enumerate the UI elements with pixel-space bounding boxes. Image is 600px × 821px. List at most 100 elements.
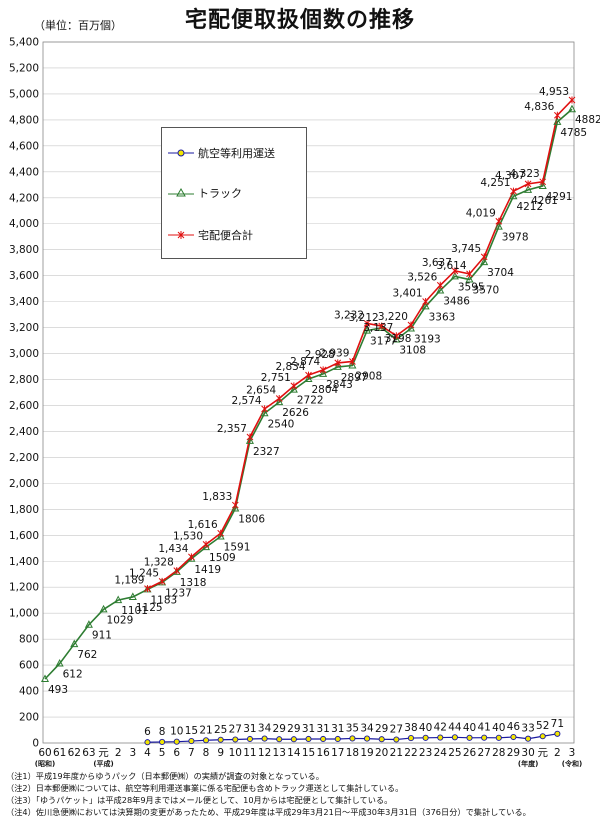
data-label-air: 38: [404, 722, 417, 734]
y-tick-label: 1,600: [9, 530, 39, 542]
data-label-air: 71: [551, 718, 564, 730]
data-label-total: 3,745: [451, 243, 481, 255]
data-label-truck: 1029: [107, 614, 134, 626]
data-label-total: 2,939: [319, 347, 349, 359]
data-label-total: 4,836: [524, 101, 554, 113]
data-point-truck: [333, 362, 342, 370]
x-tick-label: 2: [554, 747, 561, 759]
data-label-truck: 762: [77, 649, 97, 661]
data-point-truck: [553, 117, 562, 125]
x-tick-label: 61: [53, 747, 66, 759]
data-label-air: 25: [214, 724, 227, 736]
data-label-truck: 493: [48, 684, 68, 696]
y-tick-label: 1,200: [9, 582, 39, 594]
x-tick-label: 5: [159, 747, 166, 759]
x-tick-label: 10: [229, 747, 242, 759]
data-point-air: [173, 738, 180, 745]
data-label-truck: 3363: [429, 311, 456, 323]
data-label-total: 4,307: [495, 170, 525, 182]
data-point-total: [246, 433, 254, 441]
data-point-air: [495, 734, 502, 741]
data-label-truck: 2327: [253, 446, 280, 458]
data-point-air: [320, 735, 327, 743]
data-label-truck: 1101: [121, 605, 148, 617]
data-point-total: [554, 111, 561, 119]
data-label-total: 4,019: [466, 207, 496, 219]
data-point-total: [480, 253, 488, 261]
data-point-air: [407, 735, 415, 742]
data-label-truck: 4785: [560, 127, 587, 139]
data-label-truck: 2540: [268, 418, 295, 430]
data-label-air: 8: [159, 726, 166, 738]
x-tick-label: 元: [537, 747, 548, 759]
y-tick-label: 600: [19, 660, 39, 672]
x-tick-label: 8: [203, 747, 210, 759]
data-point-air: [261, 735, 268, 742]
data-label-total: 3,220: [378, 311, 408, 323]
data-label-truck: 1318: [180, 577, 207, 589]
y-tick-label: 5,400: [9, 37, 39, 49]
data-point-air: [466, 734, 473, 741]
data-label-truck: 612: [63, 669, 83, 681]
data-label-truck: 3193: [414, 334, 441, 346]
data-label-air: 29: [375, 723, 388, 735]
data-label-total: 3,232: [334, 309, 364, 321]
y-tick-label: 0: [32, 738, 39, 750]
data-label-truck: 4291: [546, 191, 573, 203]
data-point-total: [319, 366, 327, 374]
data-label-truck: 2804: [312, 384, 339, 396]
y-tick-label: 400: [19, 686, 39, 698]
data-point-total: [568, 96, 576, 104]
data-point-total: [436, 281, 444, 289]
data-point-air: [290, 736, 297, 743]
y-tick-label: 1,000: [9, 608, 39, 620]
x-tick-label: 16: [316, 747, 330, 759]
data-point-truck: [494, 222, 503, 230]
data-label-total: 4,323: [510, 168, 540, 180]
data-label-air: 21: [199, 724, 212, 736]
data-point-truck: [465, 274, 474, 283]
data-label-total: 2,928: [305, 349, 335, 361]
data-point-truck: [289, 385, 298, 393]
data-label-air: 29: [287, 723, 300, 735]
legend-label-truck: トラック: [198, 187, 242, 200]
y-tick-label: 4,600: [9, 140, 39, 152]
data-label-air: 6: [144, 726, 151, 738]
data-point-air: [525, 735, 532, 742]
data-label-air: 10: [170, 726, 183, 738]
data-point-truck: [319, 369, 328, 377]
data-point-total: [188, 553, 195, 561]
data-label-truck: 2908: [355, 370, 382, 382]
data-point-truck: [363, 326, 372, 334]
data-point-total: [363, 319, 371, 327]
data-point-total: [510, 187, 517, 195]
data-point-total: [173, 567, 181, 575]
triangle-marker-icon: [168, 188, 194, 197]
data-point-total: [144, 585, 151, 593]
chart-title: 宅配便取扱個数の推移: [184, 8, 415, 33]
data-point-truck: [245, 436, 254, 444]
data-point-air: [159, 738, 166, 746]
y-tick-label: 4,800: [9, 114, 39, 126]
data-label-air: 44: [448, 721, 462, 733]
data-point-truck: [509, 191, 518, 200]
data-label-air: 27: [229, 723, 242, 735]
data-label-air: 34: [258, 723, 272, 735]
footnote: （注2）日本郵便㈱については、航空等利用運送事業に係る宅配便も含めトラック運送と…: [6, 783, 404, 793]
data-point-total: [158, 577, 166, 585]
data-label-truck: 2897: [341, 372, 368, 384]
data-point-truck: [128, 592, 137, 600]
data-point-truck: [567, 104, 577, 113]
series-line-truck: [44, 108, 573, 680]
data-point-truck: [55, 658, 64, 667]
x-tick-label: 28: [492, 747, 505, 759]
data-point-total: [378, 322, 386, 330]
x-tick-label: 11: [243, 747, 256, 759]
x-tick-label: 13: [273, 747, 286, 759]
x-tick-label: 62: [68, 747, 81, 759]
data-point-truck: [40, 674, 50, 683]
data-point-total: [290, 382, 298, 390]
data-point-truck: [392, 334, 401, 343]
data-point-air: [144, 739, 151, 746]
